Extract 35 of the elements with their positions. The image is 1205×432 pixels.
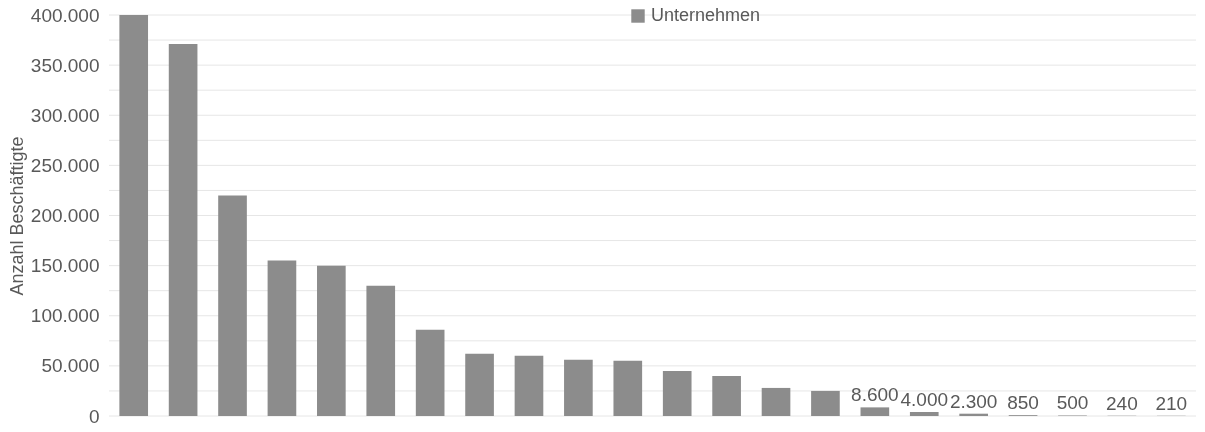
y-tick-label: 100.000 <box>30 305 100 327</box>
data-label: 240 <box>1106 392 1138 414</box>
data-label: 8.600 <box>851 384 899 406</box>
bar <box>909 411 939 416</box>
bar <box>119 15 149 416</box>
data-label: 4.000 <box>900 388 949 410</box>
bar <box>218 195 247 416</box>
y-tick-label: 350.000 <box>30 54 100 76</box>
y-tick-label: 0 <box>88 405 100 427</box>
y-tick-label: 150.000 <box>30 255 100 277</box>
y-tick-label: 50.000 <box>41 355 100 377</box>
bar <box>564 359 593 416</box>
bar <box>860 407 890 416</box>
data-label: 210 <box>1155 392 1188 414</box>
y-tick-label: 200.000 <box>30 205 100 226</box>
data-label: 500 <box>1056 392 1089 414</box>
y-tick-label: 250.000 <box>30 154 100 176</box>
bar <box>811 390 840 416</box>
legend-label: Unternehmen <box>651 5 761 25</box>
bar <box>415 329 445 416</box>
bar <box>662 370 692 416</box>
y-tick-label: 300.000 <box>30 104 100 126</box>
bar <box>613 360 643 416</box>
y-axis-title: Anzahl Beschäftigte <box>6 136 27 296</box>
bar <box>168 44 198 416</box>
data-label: 850 <box>1007 392 1039 414</box>
bar <box>761 387 791 416</box>
bar <box>514 355 544 416</box>
bar <box>465 353 494 416</box>
y-tick-label: 400.000 <box>30 4 100 26</box>
data-label: 2.300 <box>949 390 998 412</box>
bar <box>267 260 297 416</box>
bar <box>317 265 346 416</box>
bar <box>366 285 396 416</box>
bar <box>712 375 741 416</box>
